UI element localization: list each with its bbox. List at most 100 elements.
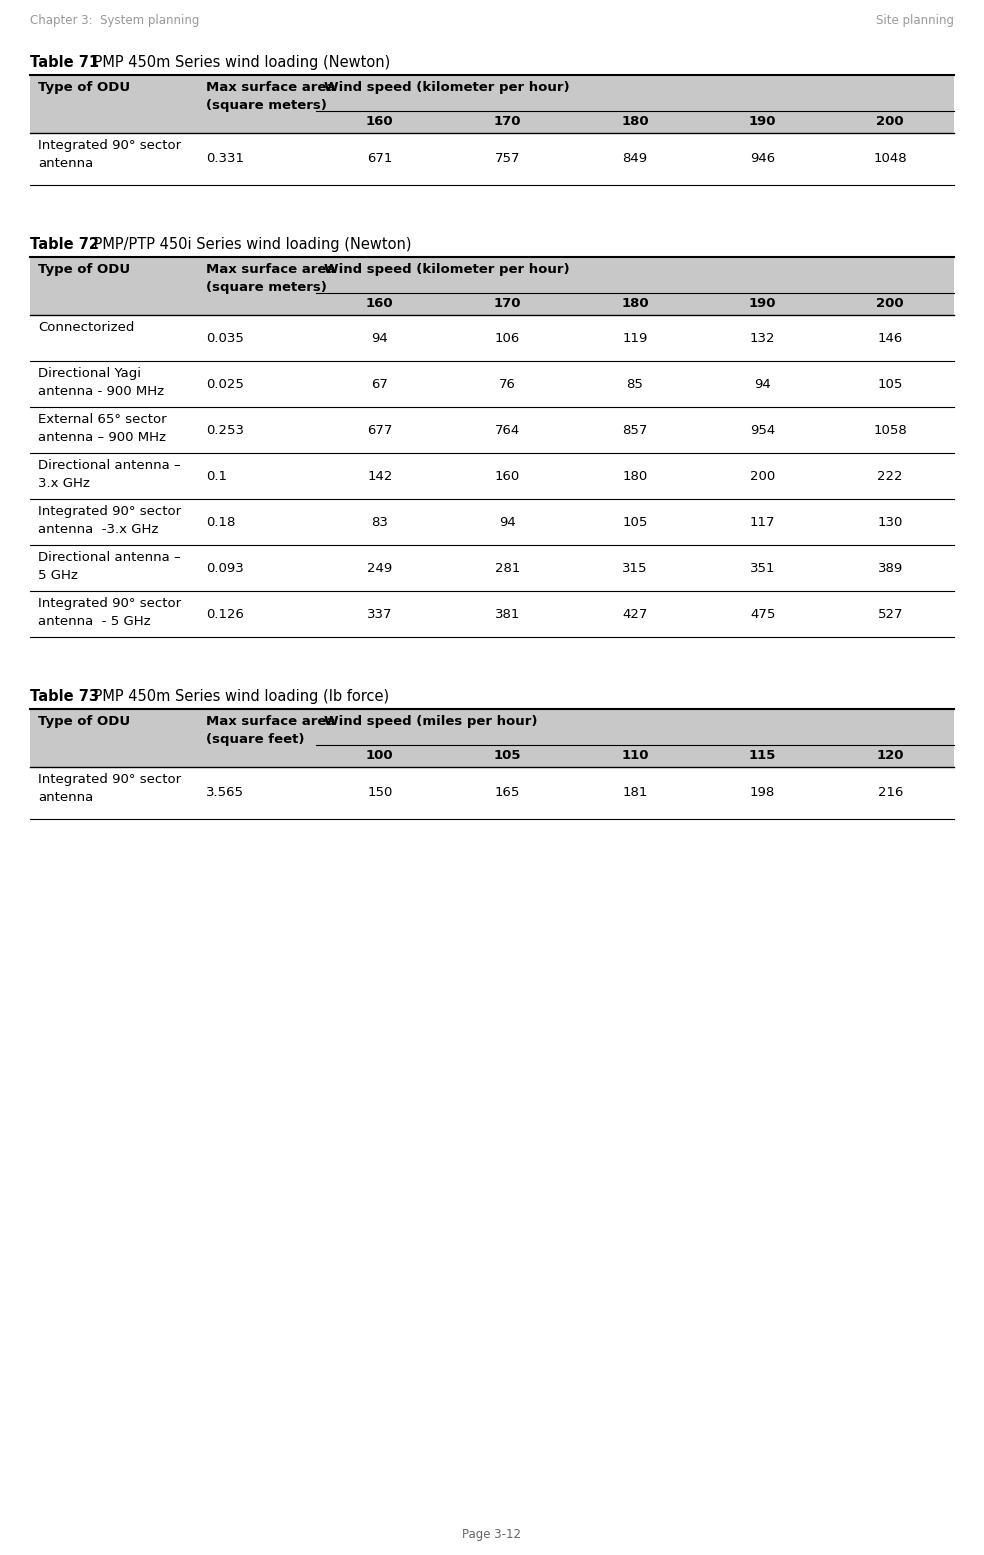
Text: 0.025: 0.025 (206, 378, 244, 390)
Text: 857: 857 (622, 423, 647, 437)
Text: 3.565: 3.565 (206, 787, 244, 799)
Text: Connectorized: Connectorized (38, 320, 135, 334)
Text: 110: 110 (621, 750, 648, 762)
Text: 76: 76 (499, 378, 516, 390)
Text: PMP 450m Series wind loading (Newton): PMP 450m Series wind loading (Newton) (89, 54, 391, 70)
Text: 351: 351 (750, 561, 775, 574)
Text: 106: 106 (495, 331, 520, 345)
Text: Wind speed (kilometer per hour): Wind speed (kilometer per hour) (324, 81, 570, 93)
Text: Type of ODU: Type of ODU (38, 81, 130, 93)
Text: 170: 170 (494, 297, 522, 309)
Bar (30, 316, 954, 361)
Text: 200: 200 (750, 470, 775, 482)
Text: 475: 475 (750, 608, 775, 620)
Text: 165: 165 (495, 787, 521, 799)
Text: Integrated 90° sector
antenna  -3.x GHz: Integrated 90° sector antenna -3.x GHz (38, 505, 181, 536)
Text: 0.126: 0.126 (206, 608, 244, 620)
Text: Wind speed (miles per hour): Wind speed (miles per hour) (324, 715, 537, 728)
Text: Table 72: Table 72 (30, 236, 99, 252)
Bar (30, 134, 954, 185)
Text: 180: 180 (621, 115, 648, 128)
Text: 1058: 1058 (874, 423, 907, 437)
Text: 180: 180 (622, 470, 647, 482)
Text: 150: 150 (367, 787, 393, 799)
Text: Site planning: Site planning (876, 14, 954, 26)
Text: 181: 181 (622, 787, 647, 799)
Text: 120: 120 (877, 750, 904, 762)
Text: 0.331: 0.331 (206, 152, 244, 165)
Text: 0.035: 0.035 (206, 331, 244, 345)
Text: 381: 381 (495, 608, 521, 620)
Text: 946: 946 (750, 152, 775, 165)
Text: 527: 527 (878, 608, 903, 620)
Text: Integrated 90° sector
antenna: Integrated 90° sector antenna (38, 773, 181, 804)
Text: 671: 671 (367, 152, 393, 165)
Text: 216: 216 (878, 787, 903, 799)
Text: Max surface area
(square meters): Max surface area (square meters) (206, 81, 336, 112)
Text: 94: 94 (499, 516, 516, 529)
Text: External 65° sector
antenna – 900 MHz: External 65° sector antenna – 900 MHz (38, 414, 166, 445)
Text: Wind speed (kilometer per hour): Wind speed (kilometer per hour) (324, 263, 570, 275)
Bar (30, 499, 954, 544)
Text: 249: 249 (367, 561, 393, 574)
Text: Integrated 90° sector
antenna: Integrated 90° sector antenna (38, 138, 181, 169)
Text: 105: 105 (622, 516, 647, 529)
Text: 0.253: 0.253 (206, 423, 244, 437)
Text: 0.18: 0.18 (206, 516, 235, 529)
Text: 757: 757 (495, 152, 521, 165)
Text: 160: 160 (366, 297, 394, 309)
Text: PMP/PTP 450i Series wind loading (Newton): PMP/PTP 450i Series wind loading (Newton… (89, 236, 411, 252)
Text: 105: 105 (494, 750, 522, 762)
Text: 0.093: 0.093 (206, 561, 244, 574)
Text: Page 3-12: Page 3-12 (462, 1529, 522, 1541)
Text: Max surface area
(square feet): Max surface area (square feet) (206, 715, 336, 746)
Text: 0.1: 0.1 (206, 470, 227, 482)
Text: PMP 450m Series wind loading (lb force): PMP 450m Series wind loading (lb force) (89, 689, 389, 704)
Text: 427: 427 (622, 608, 647, 620)
Text: 198: 198 (750, 787, 775, 799)
Text: 954: 954 (750, 423, 775, 437)
Text: 117: 117 (750, 516, 775, 529)
Text: Type of ODU: Type of ODU (38, 715, 130, 728)
Text: Table 71: Table 71 (30, 54, 99, 70)
Text: 389: 389 (878, 561, 903, 574)
Text: 190: 190 (749, 115, 776, 128)
Bar (30, 709, 954, 767)
Text: 160: 160 (495, 470, 520, 482)
Text: 115: 115 (749, 750, 776, 762)
Text: 67: 67 (371, 378, 389, 390)
Bar (30, 591, 954, 638)
Text: Table 73: Table 73 (30, 689, 99, 704)
Bar (30, 361, 954, 407)
Bar (30, 767, 954, 819)
Text: 677: 677 (367, 423, 393, 437)
Text: 142: 142 (367, 470, 393, 482)
Text: 130: 130 (878, 516, 903, 529)
Text: 100: 100 (366, 750, 394, 762)
Text: Max surface area
(square meters): Max surface area (square meters) (206, 263, 336, 294)
Text: 119: 119 (622, 331, 647, 345)
Text: 94: 94 (754, 378, 771, 390)
Bar (30, 544, 954, 591)
Text: 105: 105 (878, 378, 903, 390)
Text: 94: 94 (371, 331, 388, 345)
Text: 337: 337 (367, 608, 393, 620)
Text: 146: 146 (878, 331, 903, 345)
Text: 132: 132 (750, 331, 775, 345)
Text: Chapter 3:  System planning: Chapter 3: System planning (30, 14, 200, 26)
Text: 1048: 1048 (874, 152, 907, 165)
Bar (30, 407, 954, 453)
Text: 849: 849 (623, 152, 647, 165)
Text: 200: 200 (877, 297, 904, 309)
Text: 160: 160 (366, 115, 394, 128)
Bar (30, 75, 954, 134)
Text: 764: 764 (495, 423, 520, 437)
Text: Integrated 90° sector
antenna  - 5 GHz: Integrated 90° sector antenna - 5 GHz (38, 597, 181, 628)
Text: 315: 315 (622, 561, 647, 574)
Text: Directional Yagi
antenna - 900 MHz: Directional Yagi antenna - 900 MHz (38, 367, 164, 398)
Bar (30, 453, 954, 499)
Bar (30, 257, 954, 316)
Text: 190: 190 (749, 297, 776, 309)
Text: Type of ODU: Type of ODU (38, 263, 130, 275)
Text: 222: 222 (878, 470, 903, 482)
